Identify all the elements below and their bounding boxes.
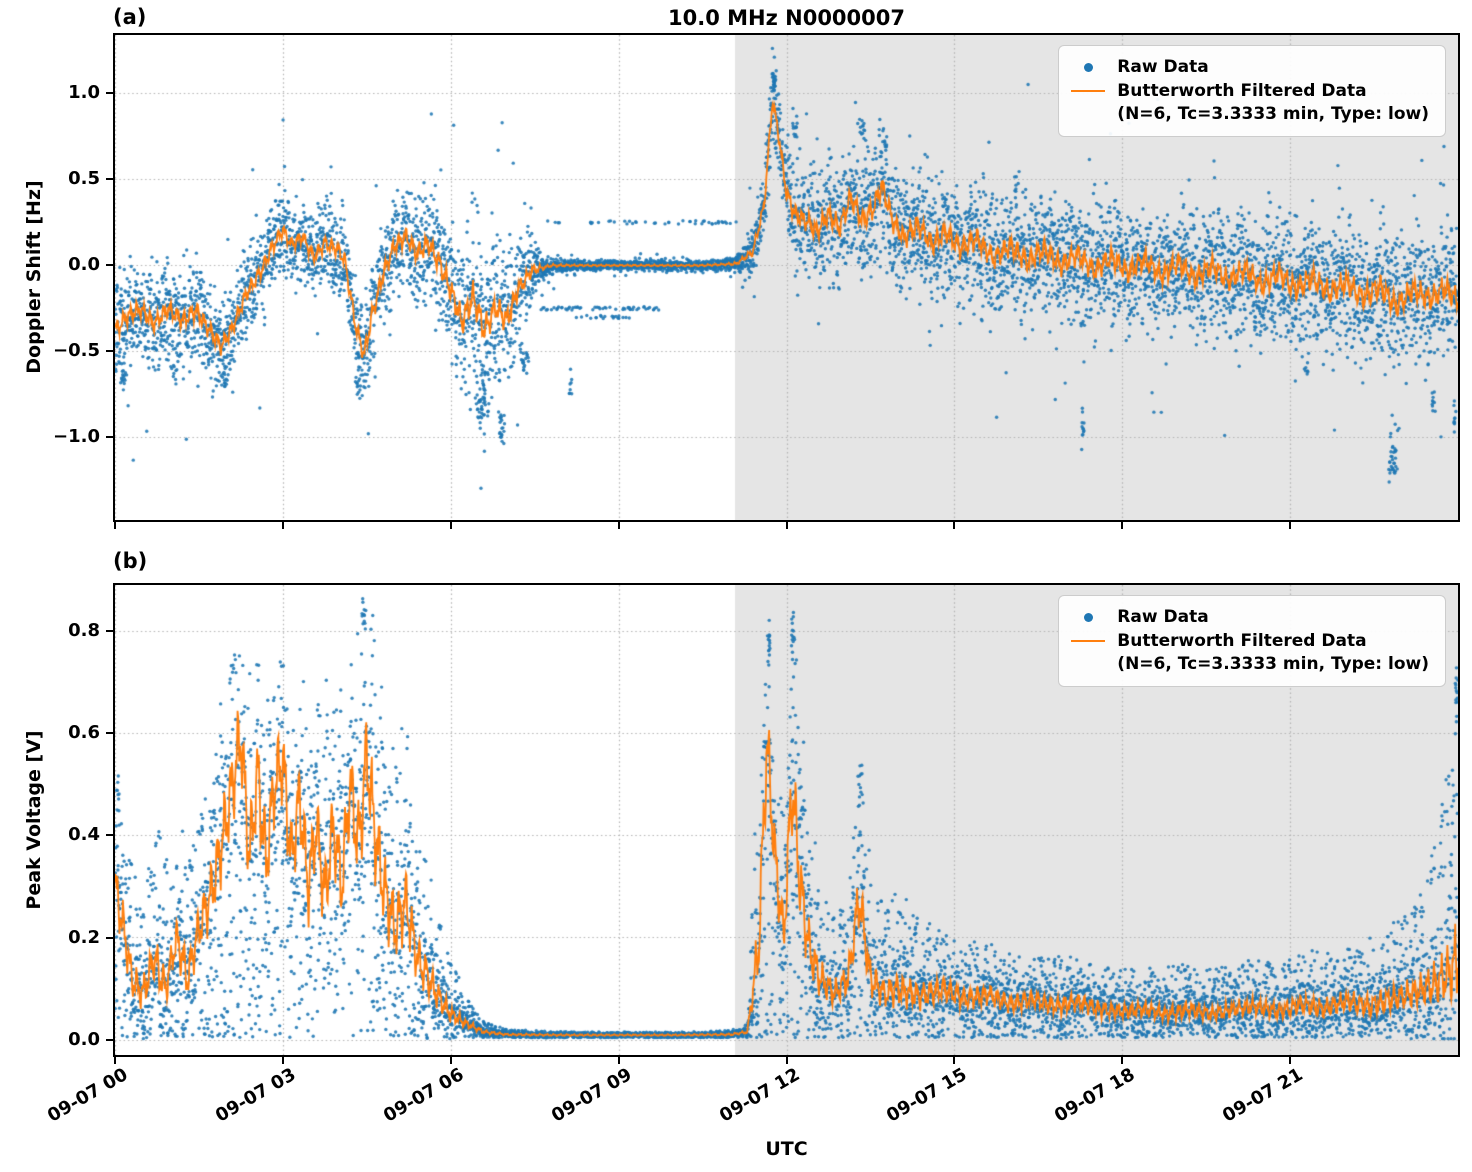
x-tick-mark	[449, 520, 452, 529]
x-tick-mark	[617, 520, 620, 529]
figure-title: 10.0 MHz N0000007	[668, 6, 905, 30]
x-tick-label: 09-07 03	[211, 1064, 300, 1127]
x-tick-label: 09-07 09	[547, 1064, 636, 1127]
y-tick-label: 0.8	[68, 619, 100, 641]
y-tick-mark	[106, 936, 115, 939]
x-tick-label: 09-07 18	[1051, 1064, 1139, 1127]
y-tick-label: 0.4	[68, 824, 100, 846]
x-tick-label: 09-07 00	[44, 1064, 132, 1127]
y-tick-label: 0.5	[68, 168, 100, 190]
panel-b-ylabel: Peak Voltage [V]	[23, 730, 45, 910]
legend-filtered-row: Butterworth Filtered Data (N=6, Tc=3.333…	[1071, 80, 1429, 126]
filtered-line-marker-icon	[1071, 639, 1106, 642]
y-tick-mark	[106, 1038, 115, 1041]
y-tick-label: 1.0	[68, 82, 100, 104]
legend-raw-label: Raw Data	[1117, 607, 1209, 627]
legend-filtered-text: Butterworth Filtered Data (N=6, Tc=3.333…	[1117, 80, 1429, 126]
x-axis-label: UTC	[765, 1138, 808, 1160]
y-tick-mark	[106, 92, 115, 95]
x-tick-label: 09-07 12	[715, 1064, 803, 1127]
filtered-line-marker-icon	[1071, 89, 1106, 92]
y-tick-label: 0.0	[68, 1028, 100, 1050]
y-tick-label: 0.2	[68, 926, 100, 948]
y-tick-mark	[106, 732, 115, 735]
legend-panel-a: Raw Data Butterworth Filtered Data (N=6,…	[1058, 45, 1446, 137]
x-tick-mark	[1121, 520, 1124, 529]
x-tick-mark	[785, 520, 788, 529]
legend-filtered-sublabel: (N=6, Tc=3.3333 min, Type: low)	[1117, 103, 1429, 124]
y-tick-mark	[106, 264, 115, 267]
x-tick-label: 09-07 21	[1219, 1064, 1307, 1127]
raw-data-marker-icon	[1084, 62, 1094, 72]
y-tick-label: 0.0	[68, 254, 100, 276]
x-tick-mark	[953, 520, 956, 529]
y-tick-label: 0.6	[68, 722, 100, 744]
legend-raw-label: Raw Data	[1117, 57, 1209, 77]
y-tick-mark	[106, 834, 115, 837]
legend-filtered-label: Butterworth Filtered Data	[1117, 80, 1367, 101]
y-tick-mark	[106, 350, 115, 353]
y-tick-mark	[106, 629, 115, 632]
x-tick-label: 09-07 15	[883, 1064, 971, 1127]
x-tick-label: 09-07 06	[379, 1064, 468, 1127]
x-tick-mark	[953, 1055, 956, 1064]
x-tick-mark	[617, 1055, 620, 1064]
y-tick-mark	[106, 178, 115, 181]
y-tick-label: −0.5	[53, 340, 100, 362]
y-tick-label: −1.0	[53, 426, 100, 448]
legend-panel-b: Raw Data Butterworth Filtered Data (N=6,…	[1058, 595, 1446, 687]
panel-a-label: (a)	[113, 5, 147, 29]
x-tick-mark	[785, 1055, 788, 1064]
y-tick-mark	[106, 436, 115, 439]
x-tick-mark	[114, 1055, 116, 1064]
x-tick-mark	[1121, 1055, 1124, 1064]
legend-filtered-text: Butterworth Filtered Data (N=6, Tc=3.333…	[1117, 630, 1429, 676]
x-tick-mark	[281, 520, 284, 529]
raw-data-marker-icon	[1084, 612, 1094, 622]
x-tick-mark	[1289, 520, 1292, 529]
legend-raw-row: Raw Data	[1071, 56, 1429, 79]
x-tick-mark	[114, 520, 116, 529]
x-tick-mark	[1289, 1055, 1292, 1064]
panel-b-label: (b)	[113, 549, 148, 573]
x-tick-mark	[449, 1055, 452, 1064]
legend-filtered-label: Butterworth Filtered Data	[1117, 630, 1367, 651]
legend-filtered-row: Butterworth Filtered Data (N=6, Tc=3.333…	[1071, 630, 1429, 676]
legend-raw-row: Raw Data	[1071, 606, 1429, 629]
x-tick-mark	[281, 1055, 284, 1064]
legend-filtered-sublabel: (N=6, Tc=3.3333 min, Type: low)	[1117, 653, 1429, 674]
